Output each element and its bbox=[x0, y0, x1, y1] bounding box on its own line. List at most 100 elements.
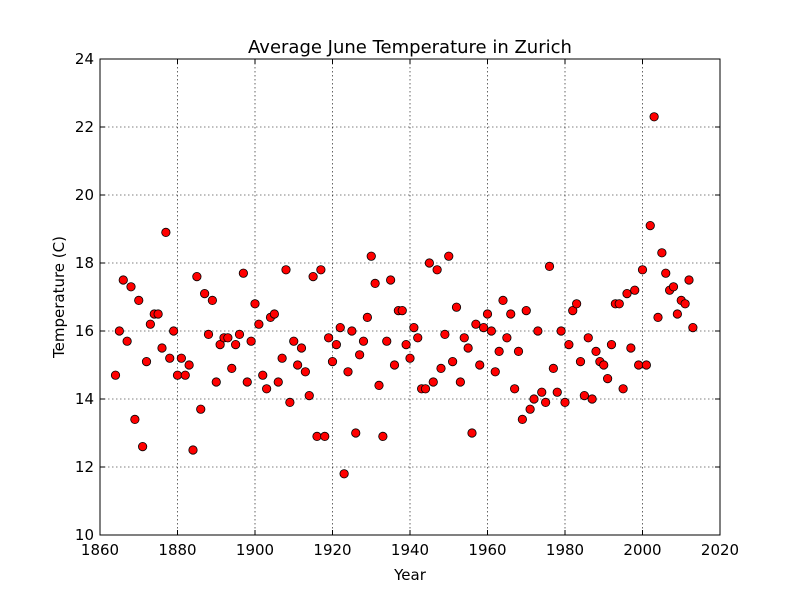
data-point bbox=[389, 360, 400, 370]
data-point bbox=[448, 356, 458, 367]
data-point bbox=[560, 397, 570, 407]
data-point bbox=[455, 377, 465, 387]
data-point bbox=[420, 384, 431, 394]
data-point bbox=[680, 299, 690, 309]
data-point bbox=[293, 360, 303, 370]
data-point bbox=[413, 333, 423, 343]
data-point bbox=[192, 271, 202, 282]
y-tick-label: 18 bbox=[75, 254, 94, 272]
data-point bbox=[327, 356, 338, 367]
data-point bbox=[502, 333, 512, 343]
data-point bbox=[568, 305, 578, 316]
data-point bbox=[637, 265, 648, 275]
data-point bbox=[242, 377, 252, 387]
data-point bbox=[172, 370, 183, 380]
data-point bbox=[482, 309, 493, 319]
data-point bbox=[382, 336, 392, 346]
data-point bbox=[316, 265, 326, 275]
data-point bbox=[262, 384, 272, 394]
data-point bbox=[606, 339, 617, 350]
data-point bbox=[552, 387, 562, 397]
x-tick-label: 2020 bbox=[701, 541, 739, 559]
data-point bbox=[362, 312, 372, 322]
data-point bbox=[599, 360, 609, 370]
data-point bbox=[661, 268, 671, 278]
data-point bbox=[188, 445, 198, 455]
data-point bbox=[347, 326, 357, 336]
data-point bbox=[653, 312, 663, 322]
data-point bbox=[126, 282, 136, 292]
data-point bbox=[641, 360, 651, 370]
data-point bbox=[320, 431, 330, 441]
data-point bbox=[436, 363, 446, 373]
data-point bbox=[556, 326, 566, 336]
data-point bbox=[300, 367, 310, 377]
x-tick-label: 2000 bbox=[623, 541, 661, 559]
data-point bbox=[657, 248, 667, 258]
data-point bbox=[180, 370, 190, 380]
data-point bbox=[451, 302, 462, 312]
data-point bbox=[649, 112, 659, 122]
data-point bbox=[122, 336, 132, 346]
data-point bbox=[591, 346, 601, 356]
data-point bbox=[386, 275, 396, 285]
data-point bbox=[494, 346, 504, 356]
data-point bbox=[165, 353, 175, 363]
y-tick-label: 24 bbox=[75, 50, 94, 68]
data-point bbox=[114, 326, 124, 336]
x-tick-label: 1920 bbox=[313, 541, 351, 559]
data-point bbox=[231, 339, 241, 350]
data-point bbox=[688, 322, 698, 333]
y-tick-label: 16 bbox=[75, 322, 94, 340]
data-point bbox=[405, 353, 415, 363]
data-point bbox=[517, 414, 527, 424]
data-point bbox=[339, 469, 349, 479]
data-point bbox=[304, 390, 314, 401]
data-point bbox=[622, 288, 632, 299]
x-tick-label: 1900 bbox=[236, 541, 274, 559]
data-point bbox=[533, 326, 543, 336]
data-point bbox=[397, 305, 407, 316]
data-point bbox=[506, 309, 516, 319]
data-point bbox=[273, 377, 283, 387]
data-point bbox=[227, 363, 237, 373]
data-point bbox=[277, 353, 287, 363]
data-point bbox=[234, 329, 245, 339]
data-point bbox=[541, 397, 551, 407]
data-point bbox=[370, 278, 380, 288]
data-point bbox=[215, 339, 225, 350]
data-point bbox=[401, 339, 411, 350]
data-point bbox=[479, 322, 489, 333]
data-point bbox=[308, 271, 318, 282]
data-point bbox=[141, 356, 152, 367]
data-point bbox=[424, 258, 434, 268]
data-point bbox=[250, 299, 260, 309]
data-point bbox=[513, 346, 524, 356]
data-point bbox=[432, 265, 442, 275]
x-tick-label: 1980 bbox=[546, 541, 584, 559]
data-point bbox=[579, 390, 589, 401]
axis-ticks: 1860 1880 1900 1920 1940 1960 1980 2000 2020 10 12… bbox=[75, 50, 739, 559]
data-point bbox=[471, 319, 481, 329]
data-point bbox=[110, 370, 121, 380]
data-point bbox=[525, 404, 535, 414]
data-point bbox=[118, 275, 128, 285]
y-tick-label: 10 bbox=[75, 526, 94, 544]
data-point bbox=[358, 336, 369, 346]
data-point bbox=[587, 394, 597, 404]
data-point bbox=[203, 329, 214, 339]
data-point bbox=[157, 343, 167, 353]
data-point bbox=[684, 275, 694, 285]
data-point bbox=[200, 288, 210, 299]
data-point bbox=[459, 333, 469, 343]
y-tick-label: 12 bbox=[75, 458, 94, 476]
data-point bbox=[258, 370, 268, 380]
data-point bbox=[145, 319, 155, 329]
x-tick-label: 1860 bbox=[81, 541, 119, 559]
data-point bbox=[246, 336, 256, 346]
data-point bbox=[537, 387, 547, 397]
data-point bbox=[366, 251, 376, 261]
data-point bbox=[409, 322, 419, 333]
